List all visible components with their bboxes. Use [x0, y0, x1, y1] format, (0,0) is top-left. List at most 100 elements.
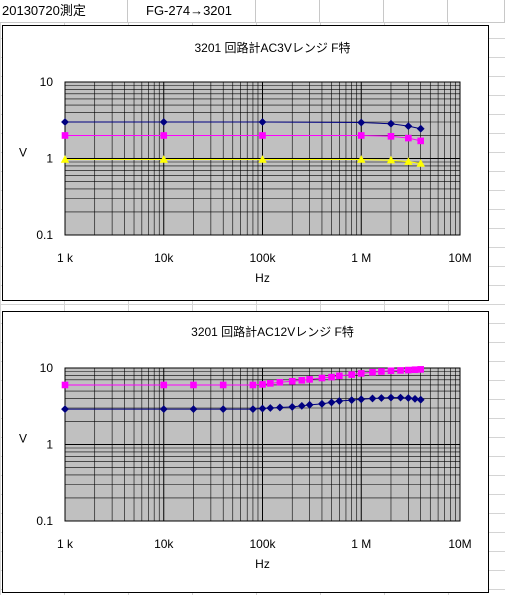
data-point-diamond[interactable]: [416, 395, 425, 404]
data-point-square[interactable]: [357, 370, 365, 377]
data-point-diamond[interactable]: [61, 405, 69, 414]
data-point-diamond[interactable]: [357, 395, 366, 404]
data-point-diamond[interactable]: [61, 118, 69, 126]
x-tick-label: 1 M: [351, 537, 371, 551]
data-point-square[interactable]: [369, 368, 376, 376]
data-point-diamond[interactable]: [377, 394, 386, 402]
cell-empty[interactable]: [320, 0, 384, 22]
data-point-diamond[interactable]: [219, 405, 228, 414]
data-point-square[interactable]: [306, 376, 313, 383]
y-tick-label: 10: [40, 361, 54, 375]
sheet-header-row: 20130720測定 FG-274→3201: [0, 0, 505, 23]
data-point-square[interactable]: [336, 372, 343, 380]
data-point-diamond[interactable]: [387, 393, 395, 402]
y-axis-label: V: [19, 431, 27, 445]
series-0: [61, 118, 425, 133]
y-tick-label: 0.1: [36, 228, 53, 242]
data-point-square[interactable]: [318, 374, 326, 382]
cell-empty[interactable]: [448, 0, 505, 22]
data-point-diamond[interactable]: [347, 396, 356, 405]
data-point-diamond[interactable]: [249, 405, 257, 414]
y-tick-label: 1: [46, 438, 53, 452]
data-point-diamond[interactable]: [159, 405, 168, 414]
data-point-square[interactable]: [328, 373, 335, 381]
data-point-square[interactable]: [249, 381, 257, 389]
data-point-diamond[interactable]: [275, 403, 284, 412]
data-point-diamond[interactable]: [411, 394, 419, 403]
data-point-diamond[interactable]: [288, 403, 297, 411]
data-point-triangle[interactable]: [416, 159, 425, 167]
data-point-diamond[interactable]: [396, 393, 405, 402]
x-tick-label: 10k: [154, 537, 174, 551]
data-point-diamond[interactable]: [327, 398, 336, 407]
data-point-square[interactable]: [288, 378, 296, 385]
data-point-square[interactable]: [190, 381, 197, 389]
data-point-triangle[interactable]: [357, 155, 366, 163]
data-point-diamond[interactable]: [159, 118, 168, 126]
data-point-square[interactable]: [417, 366, 425, 373]
data-point-square[interactable]: [357, 132, 365, 139]
data-point-diamond[interactable]: [305, 400, 314, 409]
x-axis-label: Hz: [255, 271, 270, 285]
x-tick-label: 100k: [249, 251, 276, 265]
x-tick-label: 100k: [249, 537, 276, 551]
data-point-diamond[interactable]: [404, 122, 413, 131]
data-point-diamond[interactable]: [266, 404, 275, 412]
x-tick-label: 1 k: [57, 537, 74, 551]
data-point-triangle[interactable]: [60, 155, 70, 163]
chart-title: 3201 回路計AC12Vレンジ F特: [191, 324, 354, 339]
data-point-diamond[interactable]: [318, 399, 326, 408]
y-tick-label: 10: [40, 75, 54, 89]
x-tick-label: 10k: [154, 251, 174, 265]
cell-empty[interactable]: [384, 0, 448, 22]
data-point-diamond[interactable]: [357, 118, 366, 127]
series-2: [60, 155, 425, 167]
y-axis-label: V: [19, 145, 27, 159]
data-point-square[interactable]: [417, 137, 425, 145]
data-point-square[interactable]: [259, 132, 266, 139]
data-point-square[interactable]: [61, 381, 69, 389]
data-point-diamond[interactable]: [189, 405, 198, 414]
chart-ac3v-frequency-response[interactable]: 3201 回路計AC3Vレンジ F特 10 1 0.1 1 k 10k 100k 1 M 10M…: [2, 25, 489, 301]
data-point-triangle[interactable]: [386, 155, 396, 164]
data-point-square[interactable]: [387, 367, 395, 375]
data-point-square[interactable]: [61, 132, 69, 139]
data-point-square[interactable]: [405, 134, 412, 142]
series-1: [61, 393, 425, 414]
data-point-diamond[interactable]: [258, 404, 267, 413]
data-point-square[interactable]: [405, 366, 412, 374]
chart-title: 3201 回路計AC3Vレンジ F特: [194, 40, 350, 55]
plot-border: [64, 367, 461, 522]
gridlines: [64, 368, 460, 522]
chart-ac3v-svg: 3201 回路計AC3Vレンジ F特 10 1 0.1 1 k 10k 100k 1 M 10M…: [19, 40, 472, 285]
chart-ac12v-frequency-response[interactable]: 3201 回路計AC12Vレンジ F特 10 1 0.1 1 k 10k 100k 1 M 10…: [2, 311, 489, 593]
data-point-square[interactable]: [397, 367, 404, 374]
data-point-square[interactable]: [160, 381, 168, 389]
data-point-square[interactable]: [259, 381, 266, 388]
data-point-diamond[interactable]: [335, 397, 344, 405]
series-1: [61, 132, 425, 145]
data-point-triangle[interactable]: [159, 155, 168, 163]
cell-empty[interactable]: [256, 0, 320, 22]
data-point-square[interactable]: [276, 379, 284, 386]
data-point-square[interactable]: [267, 380, 274, 387]
x-tick-label: 1 M: [351, 251, 371, 265]
data-point-square[interactable]: [298, 377, 306, 384]
gridlines: [64, 82, 460, 236]
data-point-square[interactable]: [387, 133, 395, 140]
data-point-diamond[interactable]: [297, 401, 306, 410]
data-point-square[interactable]: [411, 366, 419, 374]
cell-measurement-date[interactable]: 20130720測定: [0, 0, 128, 22]
data-point-triangle[interactable]: [404, 157, 413, 165]
data-point-square[interactable]: [219, 381, 227, 389]
data-point-square[interactable]: [378, 368, 385, 375]
data-point-diamond[interactable]: [416, 124, 425, 133]
data-point-diamond[interactable]: [368, 394, 377, 403]
data-point-square[interactable]: [348, 371, 355, 378]
data-point-diamond[interactable]: [387, 119, 395, 128]
data-point-diamond[interactable]: [258, 118, 267, 126]
data-point-diamond[interactable]: [404, 394, 413, 402]
data-point-triangle[interactable]: [258, 155, 267, 163]
data-point-square[interactable]: [160, 132, 168, 139]
cell-signal-route[interactable]: FG-274→3201: [128, 0, 256, 22]
